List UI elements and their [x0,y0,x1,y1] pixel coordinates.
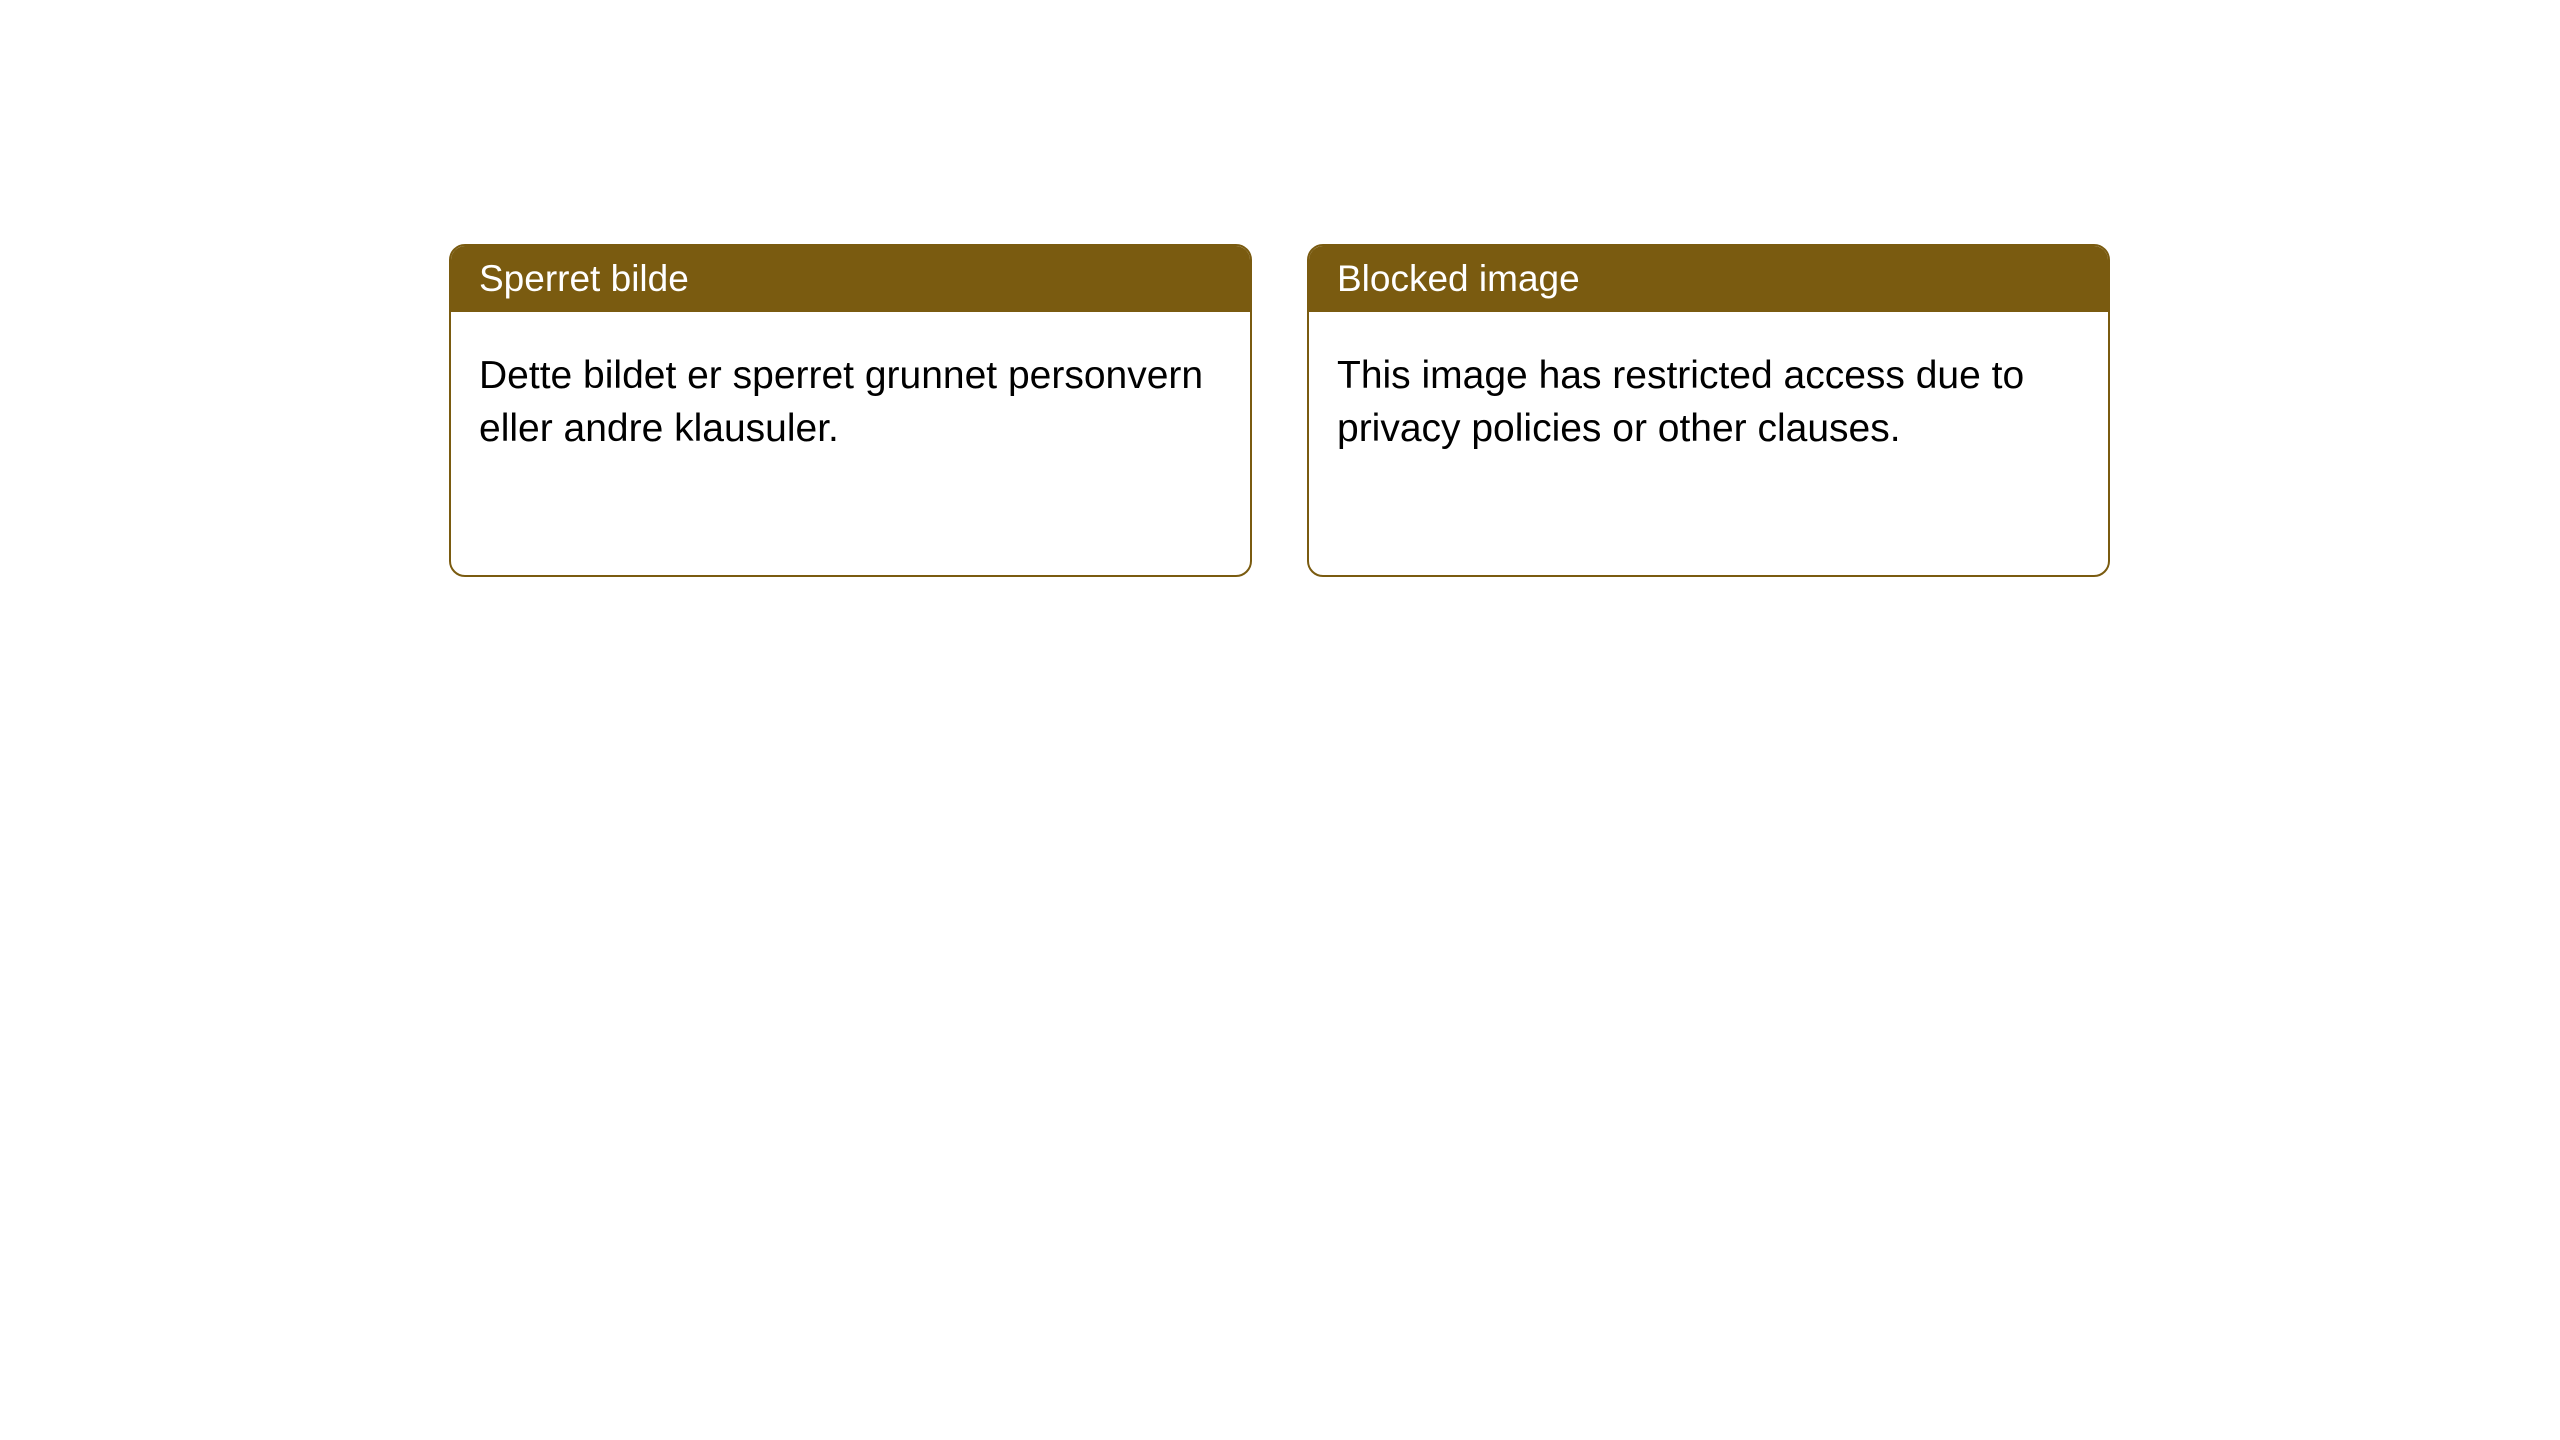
notice-title: Blocked image [1309,246,2108,312]
notice-box-norwegian: Sperret bilde Dette bildet er sperret gr… [449,244,1252,577]
notices-container: Sperret bilde Dette bildet er sperret gr… [0,0,2560,577]
notice-title: Sperret bilde [451,246,1250,312]
notice-body: This image has restricted access due to … [1309,312,2108,493]
notice-box-english: Blocked image This image has restricted … [1307,244,2110,577]
notice-body: Dette bildet er sperret grunnet personve… [451,312,1250,493]
